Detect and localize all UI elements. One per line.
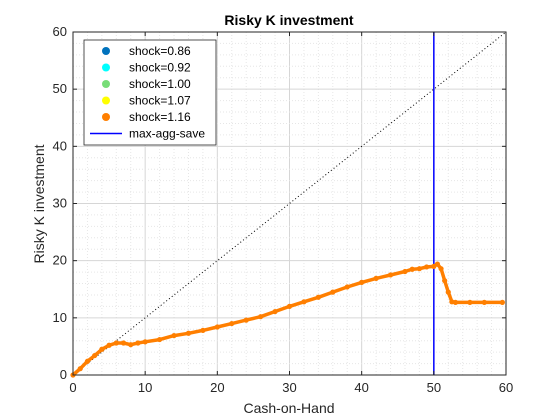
x-tick-label: 20	[210, 380, 224, 395]
x-tick-label: 10	[138, 380, 152, 395]
data-point	[416, 266, 422, 272]
data-point	[229, 320, 235, 327]
y-axis-ticks: 0 10 20 30 40 50 60	[53, 24, 506, 382]
y-tick-label: 10	[53, 310, 67, 325]
data-point	[467, 299, 473, 305]
legend-label: shock=0.86	[129, 44, 191, 58]
x-tick-label: 50	[427, 380, 441, 395]
legend-marker	[102, 96, 110, 105]
chart-title: Risky K investment	[224, 12, 353, 28]
data-point	[481, 299, 487, 305]
data-point	[452, 299, 459, 305]
legend-label: shock=1.16	[129, 110, 191, 124]
data-point	[142, 339, 148, 345]
data-point	[120, 340, 127, 346]
data-series	[70, 261, 505, 378]
legend-marker	[102, 80, 110, 88]
x-axis-ticks: 0 10 20 30 40 50 60	[69, 32, 513, 395]
data-point	[272, 308, 278, 315]
legend-label: max-agg-save	[129, 127, 205, 141]
y-tick-label: 0	[60, 367, 67, 382]
legend-box	[83, 39, 217, 146]
data-point	[200, 327, 206, 334]
data-point	[424, 264, 430, 270]
data-point	[344, 284, 350, 290]
x-axis-label: Cash-on-Hand	[243, 400, 334, 416]
x-tick-label: 30	[282, 380, 296, 395]
data-point	[442, 278, 448, 284]
legend: shock=0.86 shock=0.92 shock=1.00 shock=1.07…	[83, 39, 217, 146]
data-point	[438, 266, 444, 272]
legend-label: shock=0.92	[129, 61, 191, 75]
x-tick-label: 60	[499, 380, 513, 395]
data-point	[402, 268, 408, 275]
y-tick-label: 30	[53, 196, 67, 211]
data-point	[409, 266, 415, 272]
data-point	[106, 342, 112, 348]
legend-marker	[102, 113, 110, 121]
y-tick-label: 20	[53, 253, 67, 268]
data-point	[243, 317, 249, 323]
y-tick-label: 40	[53, 138, 67, 153]
data-point	[499, 299, 505, 305]
data-point	[373, 275, 379, 281]
legend-marker	[102, 63, 110, 72]
y-tick-label: 50	[53, 81, 67, 96]
data-point	[258, 314, 264, 320]
data-point	[359, 279, 365, 285]
data-point	[84, 358, 91, 364]
x-tick-label: 40	[354, 380, 368, 395]
series-shock=1.16	[70, 261, 505, 378]
data-point	[301, 299, 307, 305]
y-tick-label: 60	[53, 24, 67, 39]
data-point	[77, 366, 83, 372]
data-point	[445, 289, 451, 295]
legend-label: shock=1.00	[129, 77, 191, 91]
legend-label: shock=1.07	[129, 94, 191, 108]
y-axis-label: Risky K investment	[31, 144, 47, 263]
data-point	[330, 289, 336, 295]
data-point	[214, 324, 220, 330]
data-point	[92, 352, 98, 359]
data-point	[135, 340, 141, 346]
data-point	[171, 332, 177, 339]
data-point	[286, 303, 293, 309]
x-tick-label: 0	[69, 380, 76, 395]
data-point	[387, 272, 394, 278]
data-point	[157, 336, 163, 343]
data-point	[99, 346, 105, 352]
data-point	[113, 340, 119, 346]
data-point	[315, 294, 321, 300]
legend-marker	[102, 47, 110, 55]
data-point	[128, 342, 134, 348]
data-point	[185, 330, 192, 336]
data-point	[434, 261, 441, 267]
